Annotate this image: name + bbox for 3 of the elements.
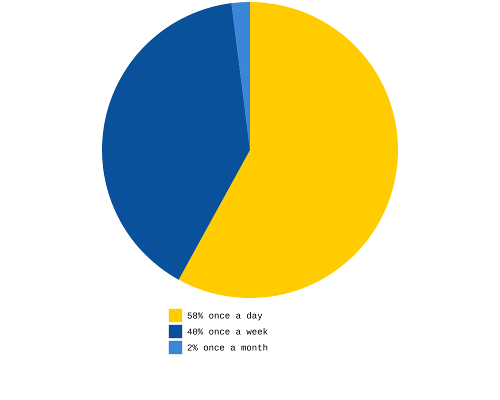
legend-label: 40% once a week [187,328,268,338]
legend-label: 2% once a month [187,344,268,354]
legend-label: 58% once a day [187,312,264,322]
